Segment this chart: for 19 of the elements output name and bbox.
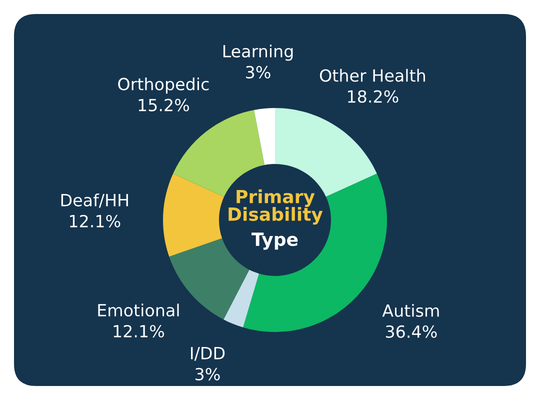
- slice-label: I/DD: [191, 347, 225, 361]
- data-label: 12.1%: [70, 214, 120, 228]
- slice-label: Other Health: [320, 68, 425, 82]
- data-label: 3%: [246, 66, 270, 79]
- donut-slice: [224, 270, 260, 328]
- slice-label: Orthopedic: [118, 77, 209, 94]
- donut-slice: [163, 174, 224, 257]
- data-label: 36.4%: [386, 325, 437, 338]
- slice-label: Deaf/HH: [61, 194, 128, 208]
- slice-label: Autism: [382, 304, 439, 317]
- data-label: 18.2%: [348, 90, 398, 103]
- data-label: 3%: [196, 368, 220, 380]
- data-label: 15.2%: [138, 98, 189, 112]
- text: Type: [252, 232, 298, 250]
- data-label: 12.1%: [114, 324, 164, 338]
- slice-label: Learning: [223, 44, 293, 61]
- text: Primary Disability: [228, 189, 323, 225]
- donut-slice: [254, 108, 275, 165]
- slice-label: Emotional: [98, 304, 179, 317]
